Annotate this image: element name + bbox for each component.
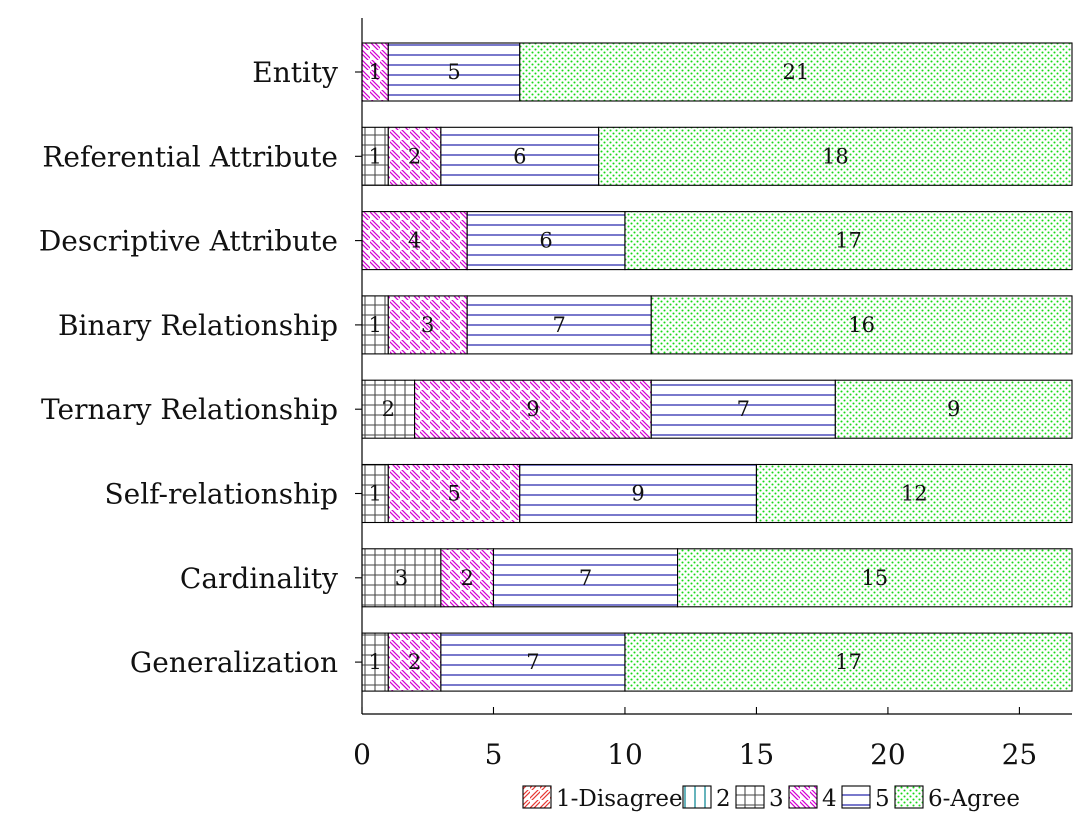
x-tick-label-15: 15 [739, 738, 775, 771]
value-label-ternary-relationship-3: 2 [382, 397, 395, 421]
legend-swatch-4 [788, 785, 818, 809]
value-label-binary-relationship-6-agree: 16 [848, 313, 875, 337]
x-tick-label-10: 10 [607, 738, 643, 771]
value-label-descriptive-attribute-5: 6 [539, 229, 552, 253]
category-label-generalization: Generalization [130, 646, 338, 679]
legend-label-5: 5 [875, 786, 890, 812]
value-label-cardinality-6-agree: 15 [861, 566, 888, 590]
value-label-referential-attribute-4: 2 [408, 144, 421, 168]
bar-segment-referential-attribute-5 [440, 126, 600, 186]
legend-swatch-3 [735, 785, 765, 809]
category-label-self-relationship: Self-relationship [104, 478, 338, 511]
bar-segment-entity-5 [387, 42, 521, 102]
value-label-generalization-6-agree: 17 [835, 650, 862, 674]
value-label-generalization-4: 2 [408, 650, 421, 674]
category-label-descriptive-attribute: Descriptive Attribute [39, 225, 338, 258]
value-label-entity-5: 5 [447, 60, 460, 84]
legend-item-6-agree: 6-Agree [894, 785, 1020, 812]
bar-segment-binary-relationship-6-agree [650, 295, 1073, 355]
legend-label-2: 2 [716, 786, 731, 812]
bar-segment-ternary-relationship-6-agree [834, 379, 1073, 439]
value-label-binary-relationship-5: 7 [553, 313, 566, 337]
bar-segment-generalization-5 [440, 632, 626, 692]
value-label-ternary-relationship-5: 7 [737, 397, 750, 421]
x-tick-label-0: 0 [353, 738, 371, 771]
category-label-binary-relationship: Binary Relationship [58, 309, 338, 342]
bar-segment-generalization-6-agree [624, 632, 1073, 692]
bar-segment-self-relationship-4 [387, 463, 521, 524]
category-label-entity: Entity [252, 56, 338, 89]
legend-item-5: 5 [841, 785, 890, 812]
bar-segment-referential-attribute-6-agree [598, 126, 1073, 186]
value-label-cardinality-5: 7 [579, 566, 592, 590]
legend-swatch-5 [841, 785, 871, 809]
category-label-referential-attribute: Referential Attribute [42, 140, 338, 173]
legend-swatch-2 [682, 785, 712, 809]
legend-label-4: 4 [822, 786, 837, 812]
bar-segment-cardinality-5 [492, 548, 679, 608]
value-label-self-relationship-3: 1 [368, 482, 381, 506]
value-label-generalization-3: 1 [368, 650, 381, 674]
bar-segment-self-relationship-6-agree [755, 463, 1073, 524]
value-label-self-relationship-4: 5 [447, 482, 460, 506]
value-label-cardinality-3: 3 [395, 566, 408, 590]
bar-segment-self-relationship-5 [519, 463, 757, 524]
value-label-entity-4: 1 [368, 60, 381, 84]
legend-label-3: 3 [769, 786, 784, 812]
value-label-ternary-relationship-4: 9 [526, 397, 539, 421]
value-label-descriptive-attribute-4: 4 [408, 229, 421, 253]
value-label-referential-attribute-3: 1 [368, 144, 381, 168]
category-label-ternary-relationship: Ternary Relationship [41, 393, 338, 426]
bar-segment-generalization-4 [387, 632, 442, 692]
bar-segment-descriptive-attribute-5 [466, 211, 626, 271]
value-label-binary-relationship-4: 3 [421, 313, 434, 337]
legend-swatch-1-disagree [522, 785, 552, 809]
bar-segment-self-relationship-3 [361, 463, 389, 524]
bar-segment-referential-attribute-4 [387, 126, 442, 186]
value-label-generalization-5: 7 [526, 650, 539, 674]
legend-item-2: 2 [682, 785, 731, 812]
value-label-cardinality-4: 2 [460, 566, 473, 590]
value-label-entity-6-agree: 21 [783, 60, 810, 84]
bar-segment-cardinality-3 [361, 548, 442, 608]
legend-label-1-disagree: 1-Disagree [556, 786, 683, 812]
legend-item-4: 4 [788, 785, 837, 812]
value-label-referential-attribute-5: 6 [513, 144, 526, 168]
legend-item-1-disagree: 1-Disagree [522, 785, 683, 812]
legend-swatch-6-agree [894, 785, 924, 809]
x-tick-label-25: 25 [1002, 738, 1038, 771]
category-label-cardinality: Cardinality [180, 562, 338, 595]
bar-segment-binary-relationship-5 [466, 295, 652, 355]
value-label-referential-attribute-6-agree: 18 [822, 144, 849, 168]
value-label-self-relationship-6-agree: 12 [901, 482, 928, 506]
bar-segment-cardinality-6-agree [677, 548, 1073, 608]
x-tick-label-5: 5 [485, 738, 503, 771]
value-label-descriptive-attribute-6-agree: 17 [835, 229, 862, 253]
bar-segment-descriptive-attribute-6-agree [624, 211, 1073, 271]
legend: 1-Disagree 2 3 4 5 6-Agree [522, 785, 1020, 812]
bar-segment-binary-relationship-4 [387, 295, 468, 355]
value-label-binary-relationship-3: 1 [368, 313, 381, 337]
legend-item-3: 3 [735, 785, 784, 812]
bar-segment-ternary-relationship-4 [414, 379, 652, 439]
x-tick-label-20: 20 [870, 738, 906, 771]
value-label-ternary-relationship-6-agree: 9 [947, 397, 960, 421]
legend-label-6-agree: 6-Agree [928, 786, 1020, 812]
value-label-self-relationship-5: 9 [631, 482, 644, 506]
bar-segment-ternary-relationship-5 [650, 379, 836, 439]
bar-segment-entity-6-agree [519, 42, 1073, 102]
plot-area: 1 5 211 2 6 184 6 171 3 7 162 9 7 91 5 9 123 2 7 151 2 7 17 [361, 42, 1073, 692]
